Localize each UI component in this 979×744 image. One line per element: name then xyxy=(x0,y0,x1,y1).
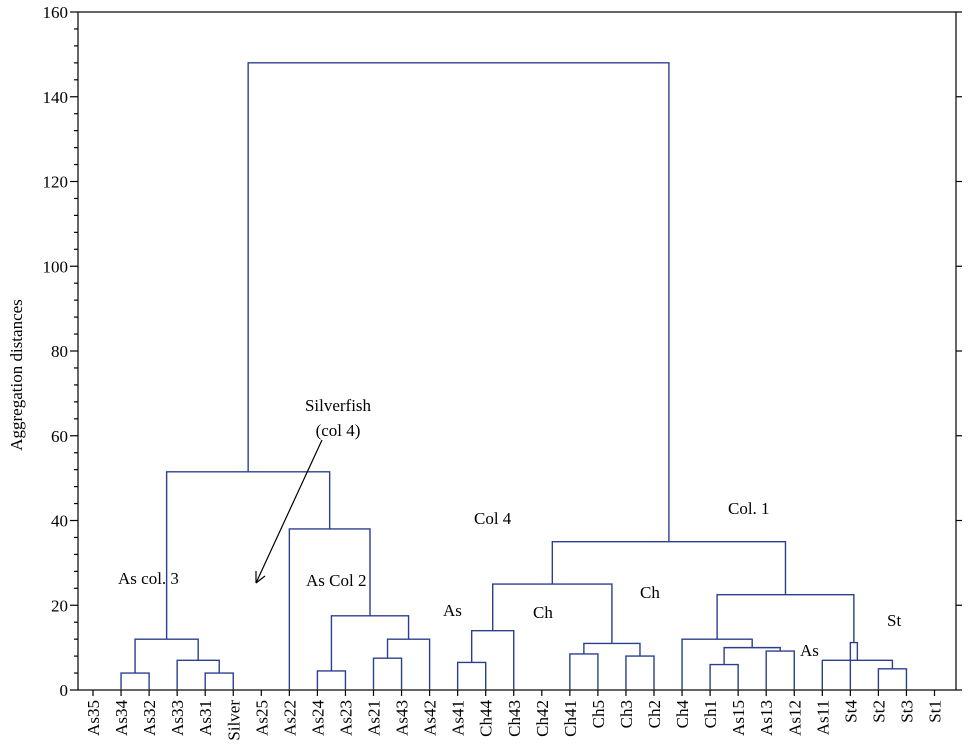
dendrogram-link xyxy=(247,62,670,542)
y-tick-label: 0 xyxy=(60,681,69,700)
leaf-label: As31 xyxy=(196,700,215,736)
dendrogram-link xyxy=(316,670,347,690)
annotation-label: As Col 2 xyxy=(306,571,366,590)
y-tick-label: 120 xyxy=(43,173,69,192)
dendrogram-link xyxy=(492,583,613,644)
annotation-label: Silverfish xyxy=(305,396,372,415)
leaf-label: Ch4 xyxy=(673,700,692,729)
annotations: As col. 3 Silverfish (col 4) As Col 2 Col 4 A… xyxy=(118,396,901,660)
y-axis-title: Aggregation distances xyxy=(7,299,26,451)
leaf-label: Ch42 xyxy=(533,700,552,737)
dendrogram-link xyxy=(386,638,431,690)
leaf-label: As21 xyxy=(365,700,384,736)
leaf-label: As23 xyxy=(336,700,355,736)
dendrogram-links xyxy=(120,62,908,690)
dendrogram-link xyxy=(765,650,795,690)
leaf-label: As35 xyxy=(84,700,103,736)
leaf-label: Ch1 xyxy=(701,700,720,728)
y-tick-label: 140 xyxy=(43,88,69,107)
leaf-label: As15 xyxy=(729,700,748,736)
y-tick-label: 160 xyxy=(43,3,69,22)
leaf-label: Ch5 xyxy=(589,700,608,728)
dendrogram-link xyxy=(120,672,150,690)
annotation-label: St xyxy=(887,611,901,630)
arrow-head xyxy=(255,571,266,584)
dendrogram-link xyxy=(583,642,641,657)
annotation-label: Ch xyxy=(533,603,553,622)
y-tick-label: 60 xyxy=(51,427,68,446)
dendrogram-link xyxy=(456,661,487,690)
leaf-label: As34 xyxy=(112,700,131,736)
leaf-label: As42 xyxy=(421,700,440,736)
leaf-label: As32 xyxy=(140,700,159,736)
dendrogram-link xyxy=(569,653,599,690)
leaf-label: As25 xyxy=(252,700,271,736)
axes: 0 20 40 60 80 100 120 140 160 xyxy=(43,3,962,700)
annotation-label: (col 4) xyxy=(316,421,361,440)
dendrogram-link xyxy=(165,471,331,640)
dendrogram-link xyxy=(849,641,859,690)
dendrogram-link xyxy=(551,540,787,595)
leaf-label: As33 xyxy=(168,700,187,736)
y-tick-label: 40 xyxy=(51,512,68,531)
leaf-label: Silver xyxy=(224,700,243,741)
plot-frame xyxy=(77,11,957,691)
leaf-label: As41 xyxy=(449,700,468,736)
annotation-label: As xyxy=(800,641,819,660)
dendrogram-link xyxy=(709,663,739,690)
y-tick-label: 80 xyxy=(51,342,68,361)
annotation-label: As xyxy=(443,601,462,620)
dendrogram-link xyxy=(288,528,371,690)
leaf-label: Ch44 xyxy=(477,700,496,737)
leaf-label: As12 xyxy=(785,700,804,736)
leaf-label: As13 xyxy=(757,700,776,736)
silverfish-arrow xyxy=(255,439,323,584)
leaf-label: St3 xyxy=(897,700,916,723)
leaf-label: As22 xyxy=(280,700,299,736)
dendrogram-link xyxy=(204,672,234,690)
dendrogram-link xyxy=(330,615,410,671)
dendrogram-link xyxy=(821,659,894,690)
dendrogram-link xyxy=(716,593,855,643)
dendrogram-link xyxy=(372,657,403,690)
leaf-label: St2 xyxy=(869,700,888,723)
dendrogram-link xyxy=(625,655,655,690)
leaf-label: As24 xyxy=(308,700,327,736)
leaf-label: Ch41 xyxy=(561,700,580,737)
y-tick-label: 100 xyxy=(43,257,69,276)
dendrogram-link xyxy=(470,629,515,690)
leaf-labels: As35 As34 As32 As33 As31 Silver As25 As22 As24 As… xyxy=(84,700,945,741)
annotation-label: Col. 1 xyxy=(728,499,770,518)
leaf-label: Ch43 xyxy=(505,700,524,737)
dendrogram-link xyxy=(723,646,781,665)
y-tick-label: 20 xyxy=(51,596,68,615)
dendrogram-link xyxy=(877,668,908,690)
annotation-label: As col. 3 xyxy=(118,569,179,588)
annotation-label: Ch xyxy=(640,583,660,602)
dendrogram-link xyxy=(176,659,220,690)
leaf-label: Ch2 xyxy=(645,700,664,728)
leaf-label: Ch3 xyxy=(617,700,636,728)
dendrogram-link xyxy=(134,638,199,674)
leaf-label: St1 xyxy=(926,700,945,723)
leaf-label: As43 xyxy=(393,700,412,736)
annotation-label: Col 4 xyxy=(474,509,512,528)
leaf-label: As11 xyxy=(813,700,832,735)
leaf-label: St4 xyxy=(841,700,860,723)
